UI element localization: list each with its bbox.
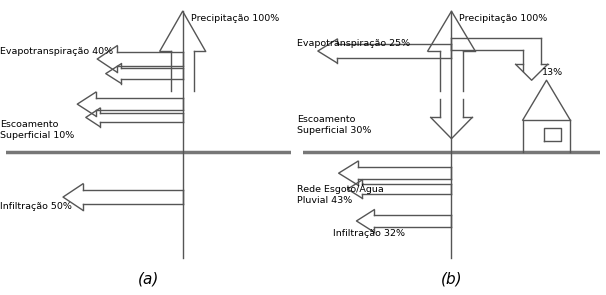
Text: Precipitação 100%: Precipitação 100% [459,14,547,23]
Text: Rede Esgoto/Água
Pluvial 43%: Rede Esgoto/Água Pluvial 43% [297,184,384,205]
Text: 13%: 13% [542,68,563,77]
Text: Precipitação 100%: Precipitação 100% [191,14,279,23]
Text: Evapotranspiração 25%: Evapotranspiração 25% [297,39,410,48]
Text: (a): (a) [138,272,159,287]
Text: Evapotranspiração 40%: Evapotranspiração 40% [1,47,113,56]
Text: Escoamento
Superficial 10%: Escoamento Superficial 10% [1,120,75,140]
Text: Infiltração 50%: Infiltração 50% [1,202,72,212]
Text: (b): (b) [441,272,462,287]
Text: Infiltração 32%: Infiltração 32% [333,229,405,238]
Text: Escoamento
Superficial 30%: Escoamento Superficial 30% [297,115,371,135]
